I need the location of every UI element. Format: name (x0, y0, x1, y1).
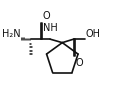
Text: O: O (43, 11, 50, 21)
Text: H₂N: H₂N (2, 29, 20, 39)
Text: NH: NH (43, 23, 58, 33)
Text: O: O (76, 58, 83, 68)
Text: OH: OH (86, 29, 101, 39)
